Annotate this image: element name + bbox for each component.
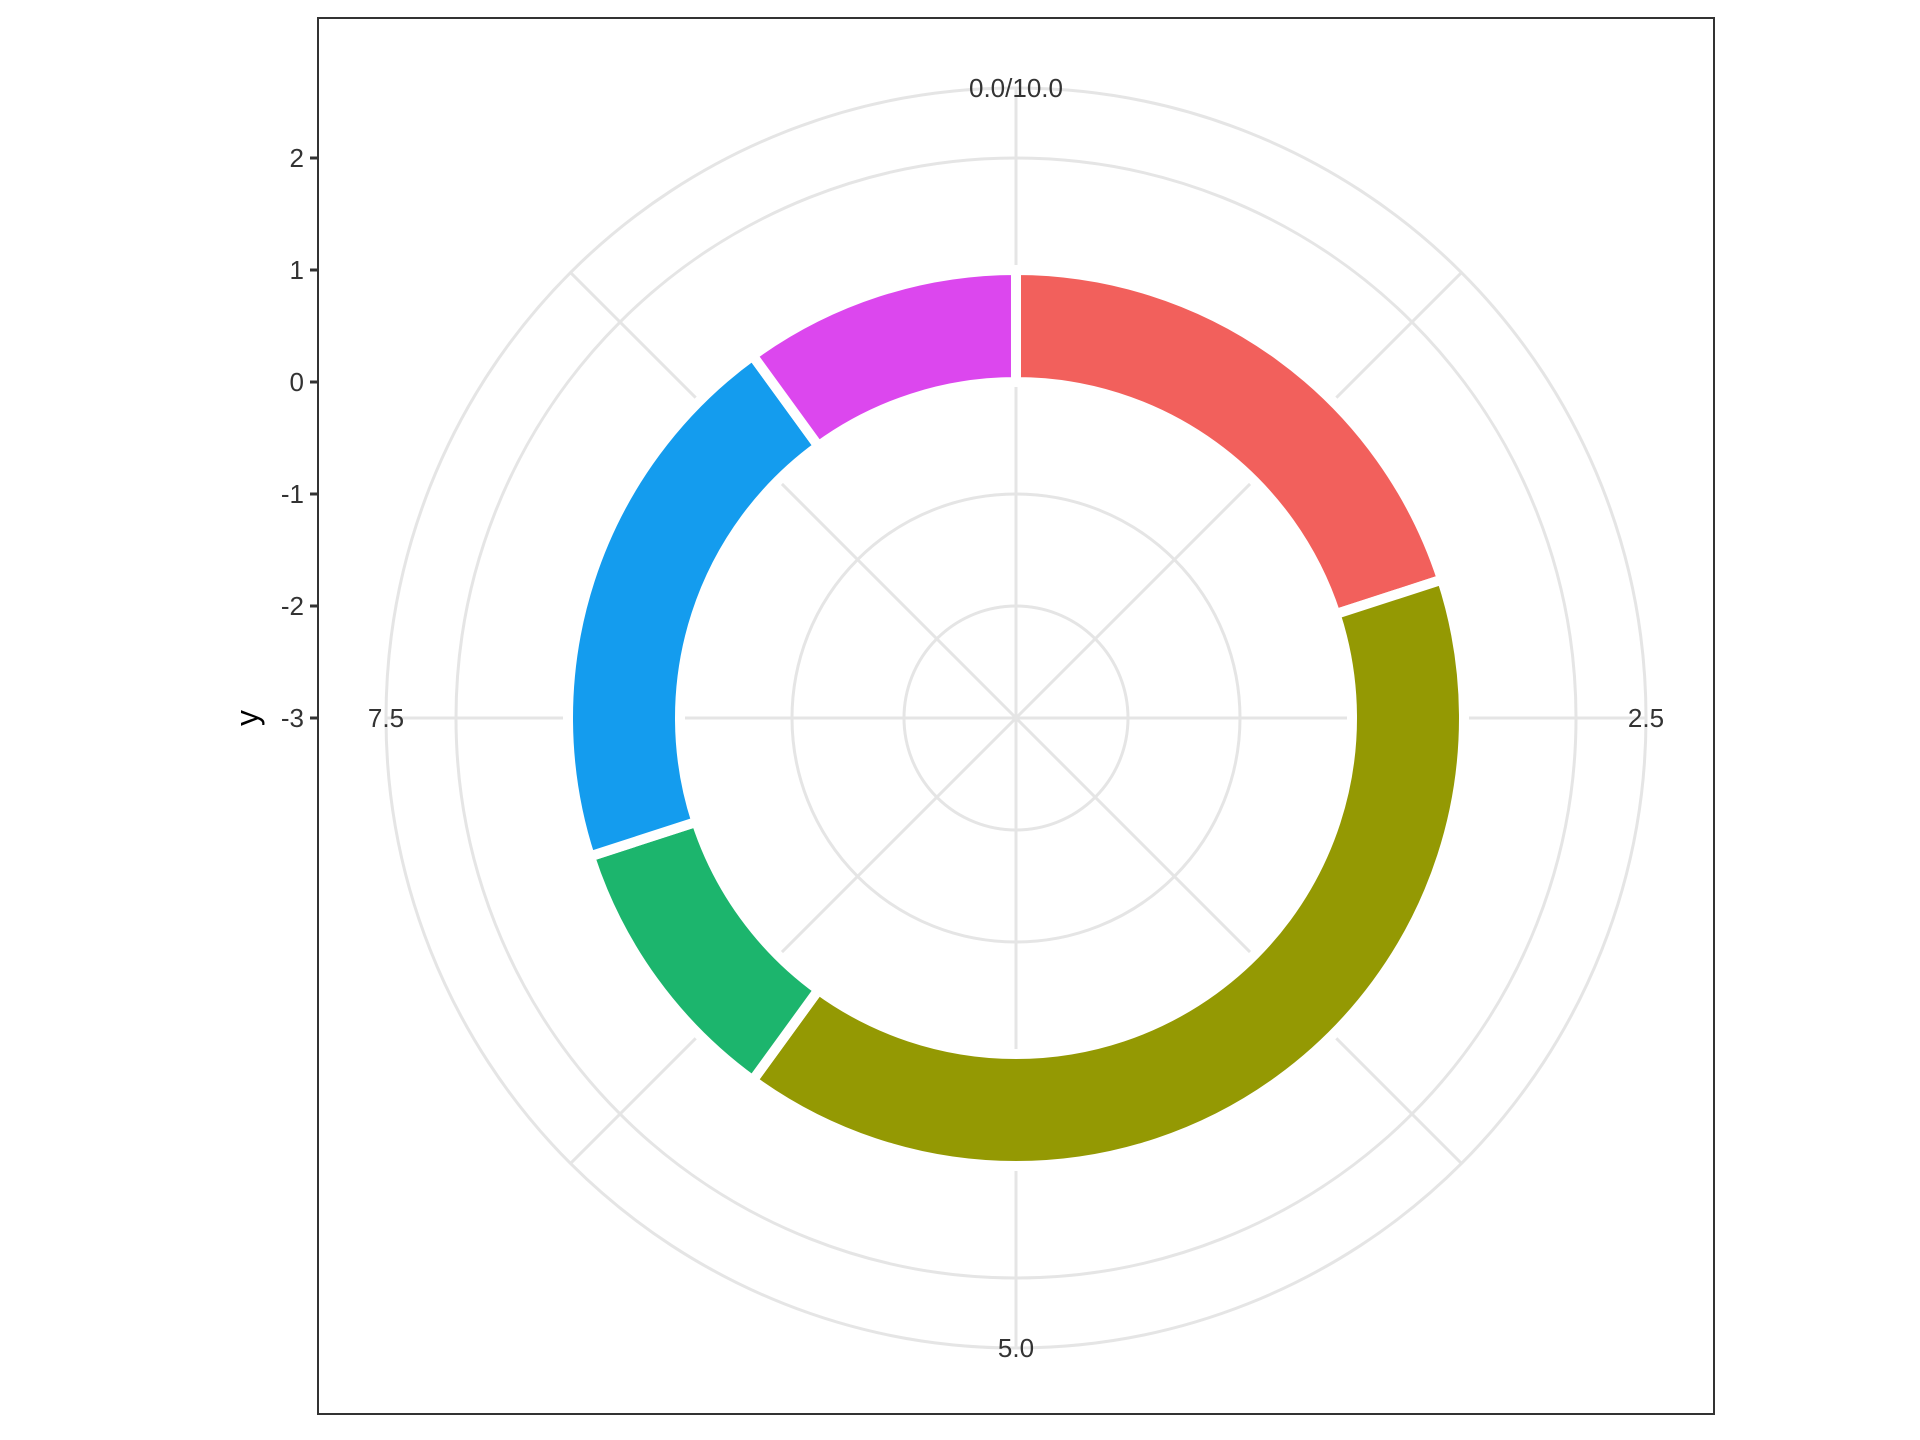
grid-spoke bbox=[1014, 271, 1463, 720]
donut-slice bbox=[563, 348, 826, 863]
theta-tick-label: 7.5 bbox=[368, 703, 404, 733]
donut-slice bbox=[745, 264, 1021, 454]
theta-axis-labels: 0.0/10.0 2.5 5.0 7.5 bbox=[368, 73, 1664, 1363]
y-tick-label: 1 bbox=[290, 255, 304, 285]
grid-spoke bbox=[569, 716, 1018, 1165]
panel-border bbox=[317, 17, 1715, 1415]
grid-spoke bbox=[1014, 716, 1463, 1165]
theta-tick-label: 5.0 bbox=[998, 1333, 1034, 1363]
y-axis-title: y bbox=[229, 710, 265, 726]
y-tick-label: -2 bbox=[281, 591, 304, 621]
donut-slice bbox=[745, 573, 1469, 1171]
donut-slices bbox=[563, 264, 1469, 1171]
y-tick-label: -1 bbox=[281, 479, 304, 509]
theta-tick-label: 0.0/10.0 bbox=[969, 73, 1063, 103]
donut-slice bbox=[1011, 264, 1449, 621]
theta-tick-label: 2.5 bbox=[1628, 703, 1664, 733]
y-tick-label: -3 bbox=[281, 703, 304, 733]
y-tick-label: 0 bbox=[290, 367, 304, 397]
grid-spoke bbox=[569, 271, 1018, 720]
y-axis: 2 1 0 -1 -2 -3 bbox=[281, 143, 318, 733]
y-tick-label: 2 bbox=[290, 143, 304, 173]
